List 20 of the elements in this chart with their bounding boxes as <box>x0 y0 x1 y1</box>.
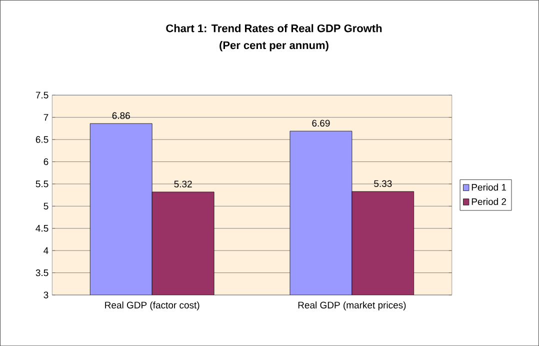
y-tick-label: 5.5 <box>36 180 48 188</box>
data-label: 5.33 <box>374 180 392 187</box>
y-tick-label: 7 <box>44 114 48 121</box>
x-tick-label: Real GDP (market prices) <box>298 301 406 310</box>
legend-label: Period 1 <box>472 184 506 191</box>
chart-subtitle: (Per cent per annum) <box>220 40 328 52</box>
x-tick-label: Real GDP (factor cost) <box>105 301 200 310</box>
legend-label: Period 2 <box>472 198 506 205</box>
y-tick-label: 7.5 <box>36 92 48 98</box>
data-label: 6.86 <box>112 112 130 119</box>
y-tick-label: 4.5 <box>36 224 48 232</box>
y-tick-label: 6 <box>44 158 48 166</box>
y-tick-label: 6.5 <box>36 136 48 143</box>
y-tick-label: 4 <box>44 247 48 254</box>
y-tick-label: 3.5 <box>36 269 48 276</box>
data-label: 5.32 <box>174 180 192 188</box>
y-tick-label: 5 <box>44 202 48 210</box>
data-label: 6.69 <box>312 120 330 127</box>
chart-title: Chart 1: Trend Rates of Real GDP Growth <box>166 24 382 32</box>
y-tick-label: 3 <box>44 292 48 298</box>
